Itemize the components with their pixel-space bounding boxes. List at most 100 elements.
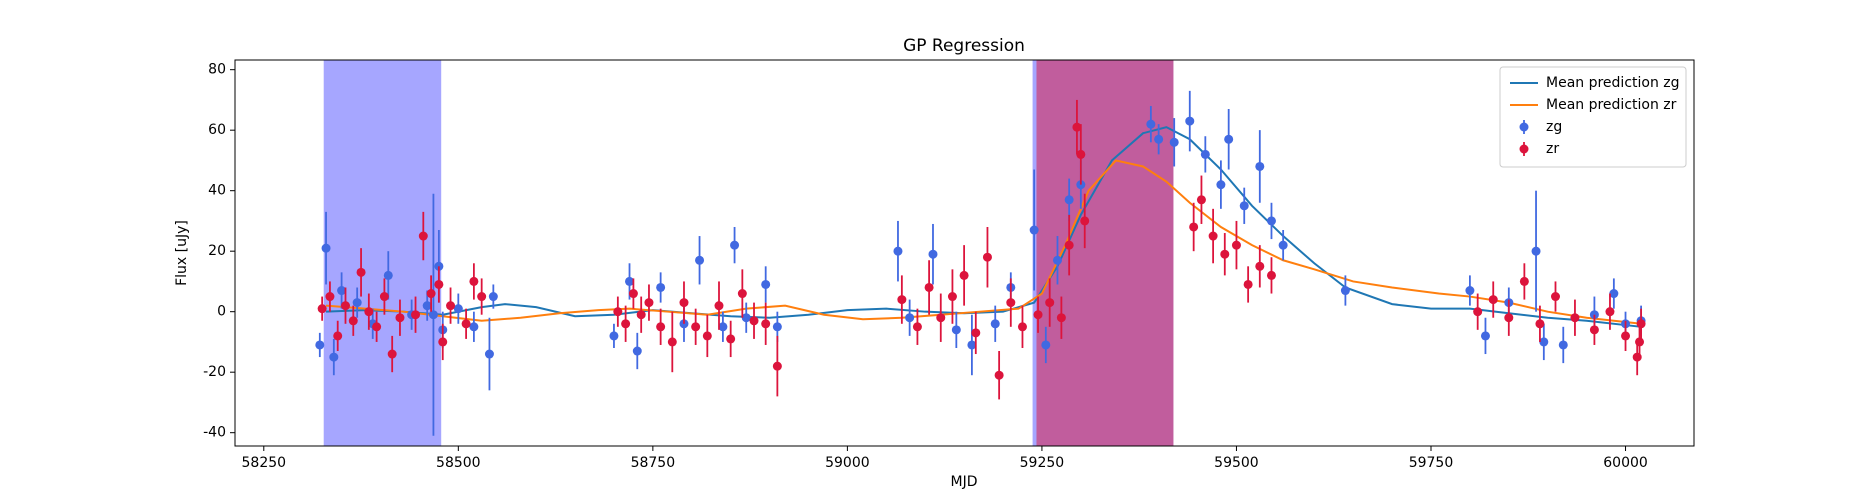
point [695,255,705,265]
point [372,322,382,332]
point [1006,298,1016,308]
point [469,276,479,286]
point [1045,298,1055,308]
point [1605,307,1615,317]
point [1169,137,1179,147]
point [438,337,448,347]
point [1017,322,1027,332]
point [1558,340,1568,350]
point [1154,134,1164,144]
y-tick-label: 20 [208,243,226,259]
x-tick-label: 58750 [631,455,676,471]
x-tick-label: 58250 [242,455,287,471]
point [418,231,428,241]
point [422,301,432,311]
point [1076,149,1086,159]
point [1266,270,1276,280]
point [1072,122,1082,132]
y-tick-label: -40 [203,425,226,441]
point [352,298,362,308]
mean-line [325,159,1642,325]
point [1570,313,1580,323]
point [656,322,666,332]
point [1535,319,1545,329]
point [1056,313,1066,323]
point [741,313,751,323]
point [348,316,358,326]
point [982,252,992,262]
point [772,361,782,371]
point [644,298,654,308]
point [1064,195,1074,205]
point [667,337,677,347]
point [959,270,969,280]
point [691,322,701,332]
point [761,319,771,329]
y-axis-label: Flux [uJy] [174,220,190,286]
point [1504,313,1514,323]
point [636,310,646,320]
point [714,301,724,311]
point [333,331,343,341]
point [772,322,782,332]
point [951,325,961,335]
point [936,313,946,323]
point [613,307,623,317]
point [1465,286,1475,296]
point [1519,276,1529,286]
legend-label: zr [1546,141,1559,157]
x-tick-label: 59000 [825,455,870,471]
point [1080,216,1090,226]
point [912,322,922,332]
point [1231,240,1241,250]
y-tick-label: 0 [217,304,226,320]
point [1621,331,1631,341]
point [488,292,498,302]
point [990,319,1000,329]
point [1243,279,1253,289]
point [1041,340,1051,350]
point [469,322,479,332]
point [434,279,444,289]
point [329,352,339,362]
point [325,292,335,302]
point [625,276,635,286]
point [1220,249,1230,259]
point [1266,216,1276,226]
point [1636,319,1646,329]
point [428,310,438,320]
point [356,267,366,277]
point [1208,231,1218,241]
point [477,292,487,302]
point [730,240,740,250]
point [621,319,631,329]
point [383,270,393,280]
x-tick-label: 59750 [1409,455,1454,471]
point [749,316,759,326]
point [1255,261,1265,271]
point [967,340,977,350]
legend-swatch [1519,144,1529,154]
legend-label: Mean prediction zr [1546,97,1677,113]
point [379,292,389,302]
x-tick-label: 58500 [436,455,481,471]
point [1052,255,1062,265]
mean-line [326,126,1642,328]
point [364,307,374,317]
point [994,370,1004,380]
point [1589,325,1599,335]
point [461,319,471,329]
point [1635,337,1645,347]
point [1255,161,1265,171]
point [737,289,747,299]
point [1200,149,1210,159]
x-tick-label: 59250 [1020,455,1065,471]
point [1216,180,1226,190]
point [679,298,689,308]
point [1224,134,1234,144]
y-tick-label: 40 [208,183,226,199]
point [1550,292,1560,302]
point [321,243,331,253]
point [1473,307,1483,317]
